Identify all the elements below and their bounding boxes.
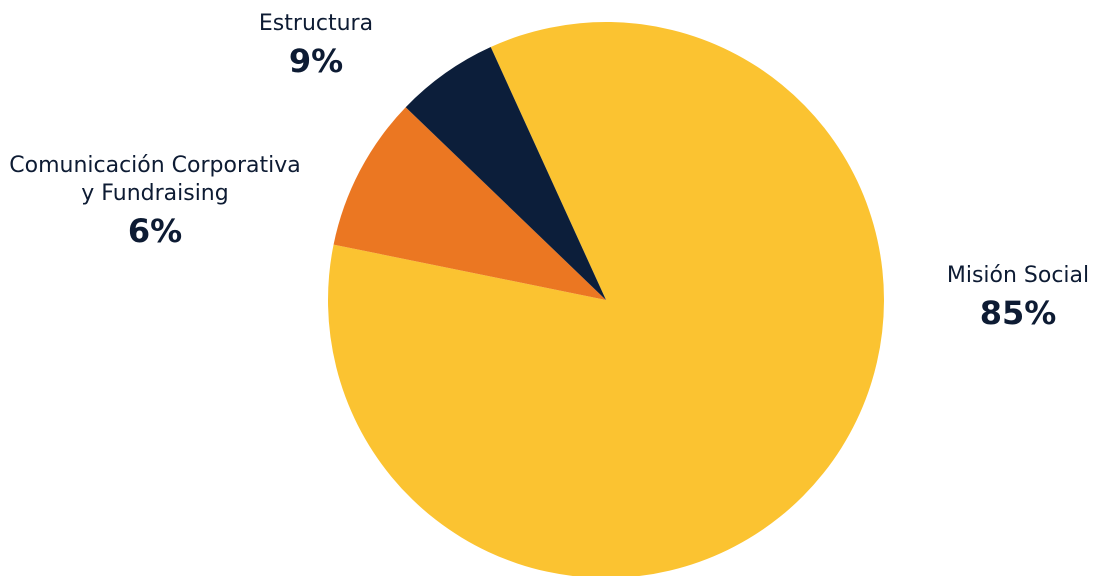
slice-value-estructura: 9% [288,42,344,80]
slice-label-estructura: Estructura 9% [216,10,416,80]
slice-value-mision-social: 85% [979,294,1057,332]
slice-comunicacion-corporativa [405,47,606,301]
pie-slices [328,22,884,576]
slice-name-estructura: Estructura [258,11,374,36]
slice-label-comunicacion-corporativa: Comunicación Corporativa y Fundraising 6… [0,152,310,250]
slice-mision-social [328,22,884,576]
slice-label-mision-social: Misión Social 85% [928,262,1108,332]
slice-estructura [333,107,606,301]
slice-value-comunicacion-corporativa: 6% [127,212,183,250]
slice-name-mision-social: Misión Social [946,263,1090,288]
slice-name-comunicacion-corporativa: Comunicación Corporativa y Fundraising [9,153,301,206]
